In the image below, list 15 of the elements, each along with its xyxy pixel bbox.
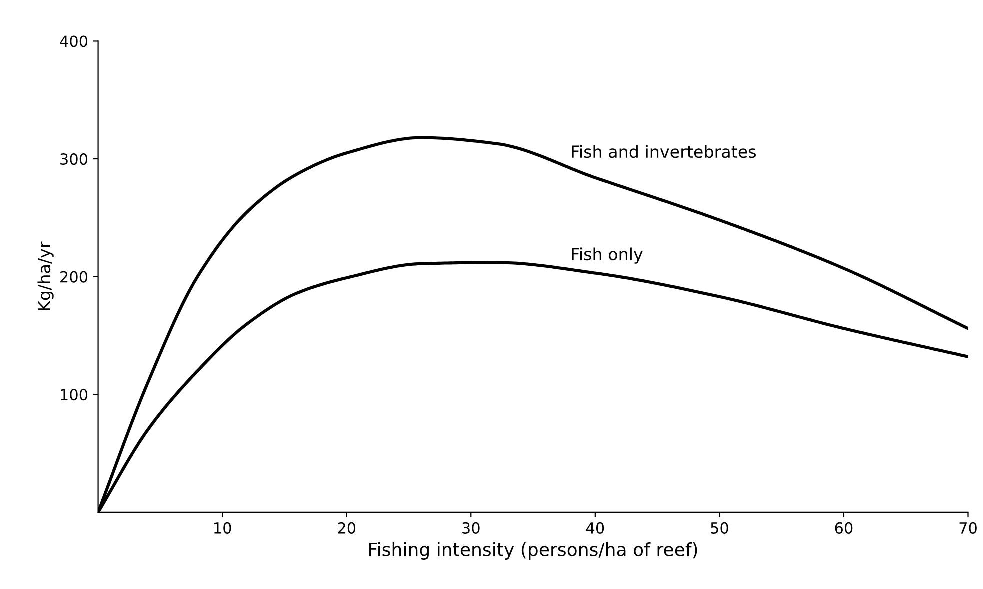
series-label: Fish and invertebrates	[572, 145, 756, 158]
series-label: Fish only	[572, 248, 643, 264]
x-tick-label: 60	[835, 522, 853, 534]
y-tick-label: 300	[60, 153, 88, 166]
x-axis-title: Fishing intensity (persons/ha of reef)	[370, 542, 698, 560]
x-tick-label: 20	[338, 522, 356, 534]
y-tick-label: 100	[61, 389, 88, 401]
x-tick-label: 40	[586, 522, 604, 534]
y-tick-label: 400	[60, 36, 88, 48]
x-tick-label: 10	[214, 522, 232, 534]
y-axis-title: Kg/ha/yr	[38, 242, 54, 310]
x-tick-label: 70	[960, 522, 977, 534]
x-tick-label: 50	[711, 522, 728, 534]
x-tick-label: 30	[462, 522, 480, 534]
y-tick-label: 200	[60, 271, 88, 283]
